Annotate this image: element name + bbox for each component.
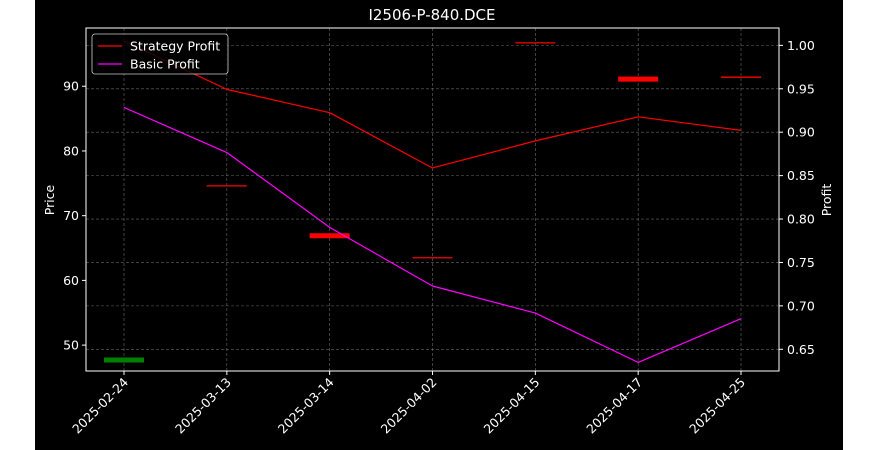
series-line [123,106,742,364]
y-right-tick-label: 0.85 [787,168,815,183]
chart-title: I2506-P-840.DCE [368,6,495,24]
x-tick-label: 2025-03-13 [172,375,234,437]
x-tick-label: 2025-02-24 [69,374,131,436]
legend: Strategy Profit Basic Profit [91,33,229,75]
y-axis-left-label: Price [42,184,57,215]
x-tick-label: 2025-04-25 [686,375,748,437]
y-left-tick-label: 50 [63,338,79,353]
y-left-tick-label: 60 [63,273,79,288]
y-right-tick-label: 0.90 [787,125,815,140]
y-left-tick-label: 70 [63,208,79,223]
x-tick-label: 2025-03-14 [275,374,337,436]
series-lines [123,40,742,364]
series-line [123,40,742,169]
price-markers [104,42,761,363]
grid [86,28,779,371]
y-right-tick-label: 0.95 [787,81,815,96]
x-tick-label: 2025-04-02 [378,375,440,437]
chart-background [35,0,843,450]
y-right-tick-label: 1.00 [787,38,815,53]
y-right-tick-label: 0.65 [787,342,815,357]
legend-box [91,33,229,75]
y-axis-right-label: Profit [819,184,834,217]
y-right-tick-label: 0.70 [787,298,815,313]
y-right-tick-label: 0.80 [787,212,815,227]
axes: 2025-02-24 2025-03-13 2025-03-14 2025-04-02… [63,27,815,437]
x-tick-label: 2025-04-17 [583,375,645,437]
plot-frame [85,27,780,372]
y-left-tick-label: 80 [63,143,79,158]
y-right-tick-label: 0.75 [787,255,815,270]
legend-label: Strategy Profit [130,39,220,54]
y-left-tick-label: 90 [63,79,79,94]
x-tick-label: 2025-04-15 [480,375,542,437]
legend-label: Basic Profit [130,57,200,72]
